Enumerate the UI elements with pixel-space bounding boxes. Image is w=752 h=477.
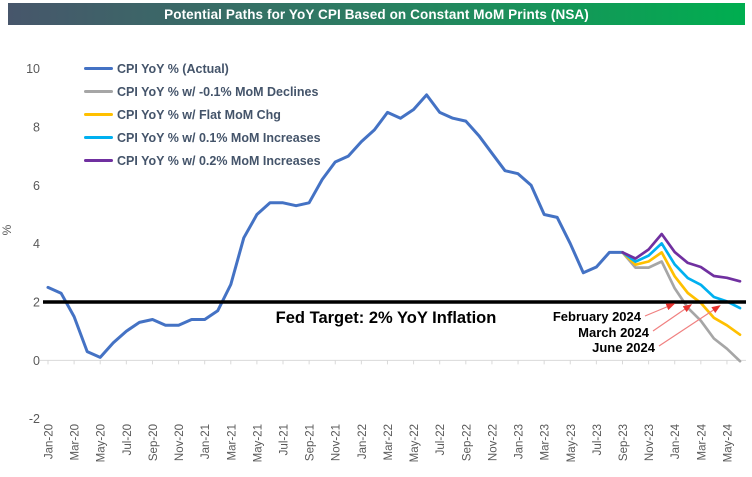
x-tick-label: Jul-21 bbox=[279, 424, 291, 455]
x-tick-label: Sep-20 bbox=[148, 424, 160, 461]
legend-item-label: CPI YoY % w/ 0.1% MoM Increases bbox=[117, 130, 321, 145]
y-tick-label: 4 bbox=[33, 237, 40, 251]
legend-line-swatch bbox=[84, 158, 113, 163]
x-tick-label: Jul-23 bbox=[592, 424, 604, 455]
x-tick-label: Nov-22 bbox=[487, 424, 499, 461]
x-tick-label: Jul-20 bbox=[122, 424, 134, 455]
legend-item-label: CPI YoY % (Actual) bbox=[117, 61, 229, 76]
annotation-arrow-2 bbox=[658, 305, 721, 347]
y-tick-label: 10 bbox=[26, 62, 40, 76]
chart-title-bar: Potential Paths for YoY CPI Based on Con… bbox=[8, 3, 745, 25]
legend-line-swatch bbox=[84, 66, 113, 71]
x-tick-label: Sep-22 bbox=[461, 424, 473, 461]
annotation-june-2024-label: June 2024 bbox=[592, 340, 656, 355]
y-tick-label: 8 bbox=[33, 120, 40, 134]
x-tick-label: Sep-23 bbox=[618, 424, 630, 461]
x-tick-label: Mar-20 bbox=[70, 424, 82, 460]
fed-target-label: Fed Target: 2% YoY Inflation bbox=[276, 309, 497, 327]
x-tick-label: Jan-23 bbox=[514, 424, 526, 459]
legend-item-label: CPI YoY % w/ 0.2% MoM Increases bbox=[117, 153, 321, 168]
x-tick-label: Jan-22 bbox=[357, 424, 369, 459]
series-line-actual bbox=[46, 93, 624, 359]
x-tick-label: Nov-23 bbox=[644, 424, 656, 461]
x-tick-label: May-21 bbox=[252, 424, 264, 462]
x-tick-label: May-23 bbox=[566, 424, 578, 462]
series-line-mom-increase-0p2 bbox=[621, 232, 742, 283]
annotation-arrows-group bbox=[644, 303, 721, 347]
legend-item-mom-increases-0p2: CPI YoY % w/ 0.2% MoM Increases bbox=[84, 149, 321, 172]
series-line-mom-increase-0p1 bbox=[621, 242, 742, 310]
legend-item-label: CPI YoY % w/ Flat MoM Chg bbox=[117, 107, 281, 122]
y-tick-label: 0 bbox=[33, 354, 40, 368]
legend-item-label: CPI YoY % w/ -0.1% MoM Declines bbox=[117, 84, 319, 99]
x-tick-label: Jan-24 bbox=[670, 423, 682, 459]
legend-item-mom-increases-0p1: CPI YoY % w/ 0.1% MoM Increases bbox=[84, 126, 321, 149]
legend-item-mom-declines: CPI YoY % w/ -0.1% MoM Declines bbox=[84, 80, 321, 103]
y-axis-title: % bbox=[0, 224, 14, 235]
x-tick-label: Sep-21 bbox=[305, 424, 317, 461]
x-tick-label: May-20 bbox=[96, 424, 108, 462]
x-tick-label: Mar-22 bbox=[383, 424, 395, 460]
x-tick-label: May-24 bbox=[722, 423, 734, 462]
x-tick-label: Nov-21 bbox=[331, 424, 343, 461]
x-tick-label: Nov-20 bbox=[174, 424, 186, 461]
y-tick-label: 6 bbox=[33, 179, 40, 193]
legend-line-swatch bbox=[84, 89, 113, 94]
x-tick-label: Mar-23 bbox=[540, 424, 552, 460]
x-tick-label: Mar-21 bbox=[226, 424, 238, 460]
y-tick-label: 2 bbox=[33, 296, 40, 310]
annotation-arrow-0 bbox=[644, 303, 676, 317]
legend-item-flat-mom: CPI YoY % w/ Flat MoM Chg bbox=[84, 103, 321, 126]
annotation-february-2024-label: February 2024 bbox=[553, 309, 642, 324]
legend-line-swatch bbox=[84, 135, 113, 140]
series-line-mom-flat bbox=[621, 251, 742, 337]
x-tick-label: May-22 bbox=[409, 424, 421, 462]
legend: CPI YoY % (Actual) CPI YoY % w/ -0.1% Mo… bbox=[84, 57, 321, 172]
axes-group: -2 0 2 4 6 8 10% Jan-20 Mar-20 May-20 Jul-20 Sep-20… bbox=[0, 62, 746, 462]
annotation-march-2024-label: March 2024 bbox=[578, 325, 650, 340]
legend-line-swatch bbox=[84, 112, 113, 117]
annotation-arrow-1 bbox=[652, 304, 693, 332]
y-tick-label: -2 bbox=[29, 412, 40, 426]
series-line-mom-decline-0p1 bbox=[621, 251, 742, 363]
x-tick-label: Jan-20 bbox=[44, 424, 56, 459]
x-tick-label: Jan-21 bbox=[200, 424, 212, 459]
legend-item-actual: CPI YoY % (Actual) bbox=[84, 57, 321, 80]
x-tick-label: Mar-24 bbox=[696, 423, 708, 460]
x-tick-label: Jul-22 bbox=[435, 424, 447, 455]
series-group bbox=[46, 93, 742, 363]
chart-title: Potential Paths for YoY CPI Based on Con… bbox=[164, 6, 589, 22]
